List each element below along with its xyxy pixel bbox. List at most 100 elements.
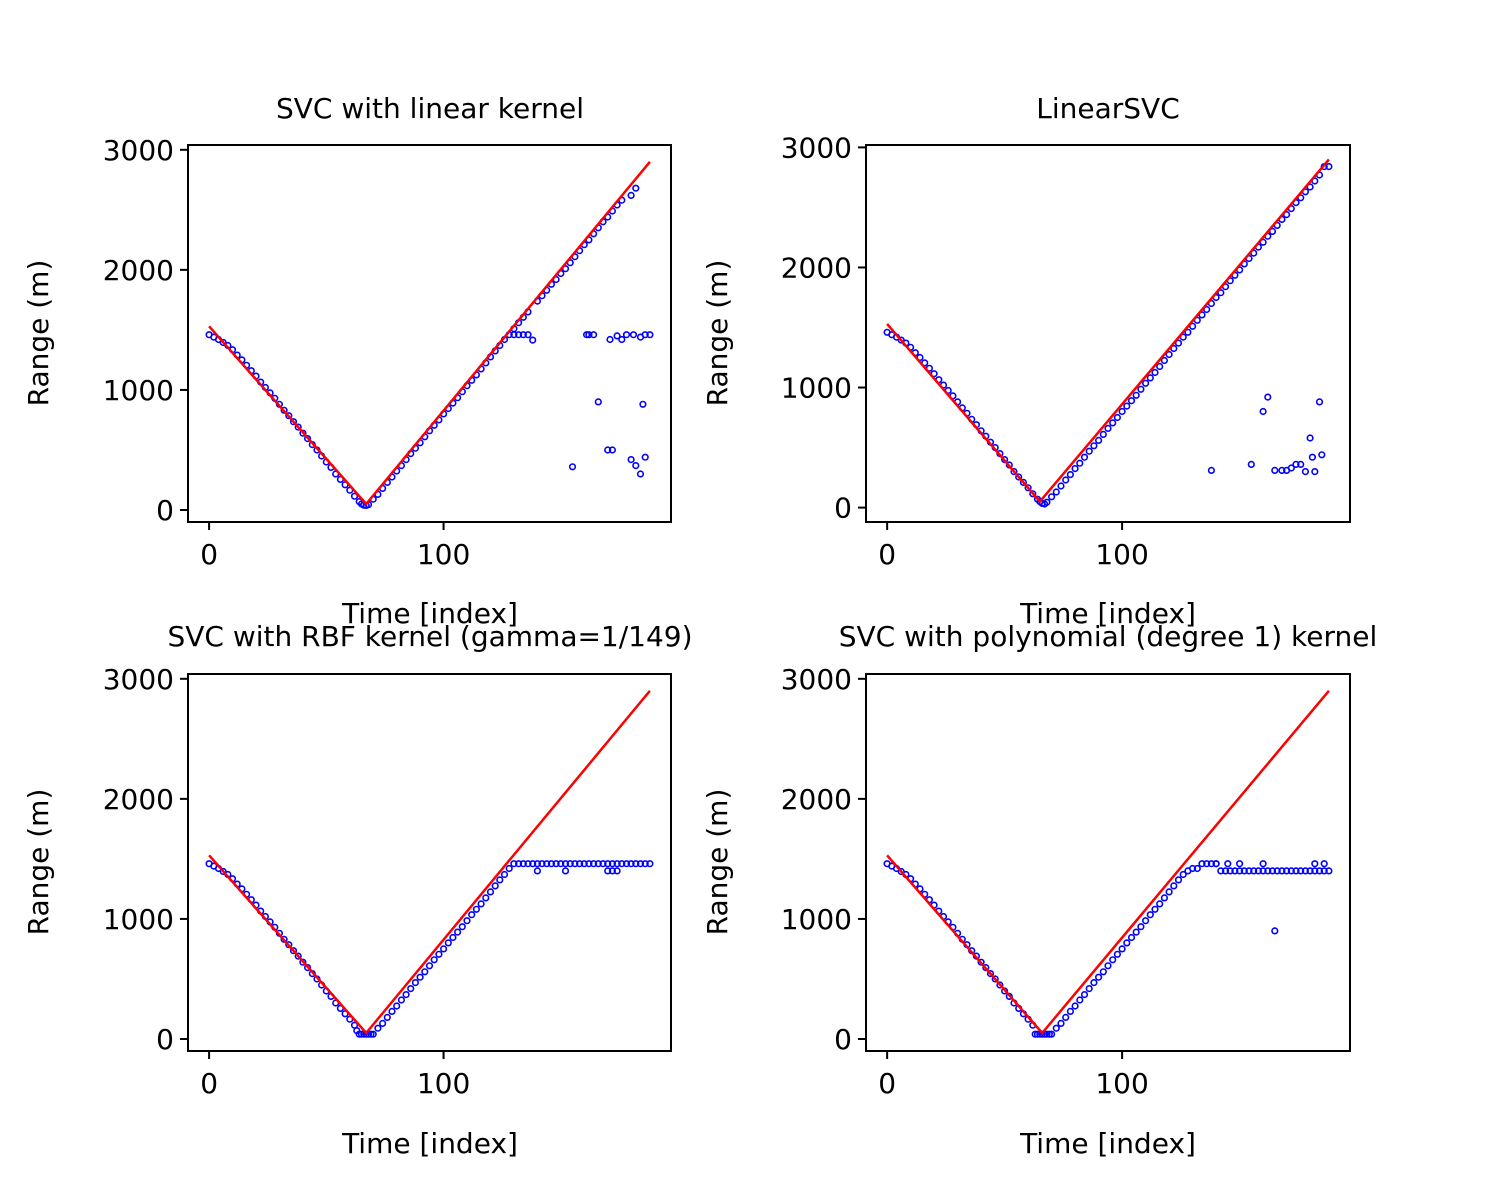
y-tick-label: 2000 <box>781 783 852 816</box>
x-tick-label: 0 <box>878 1067 896 1100</box>
data-point <box>561 867 570 875</box>
data-point <box>604 446 612 454</box>
x-tick-label: 0 <box>200 538 218 571</box>
data-point <box>529 336 537 344</box>
data-point <box>1113 950 1121 958</box>
y-axis-label: Range (m) <box>22 260 55 407</box>
data-point <box>1264 393 1272 401</box>
data-point <box>1287 464 1295 472</box>
data-point <box>1188 864 1197 873</box>
data-point <box>646 860 654 868</box>
y-tick-label: 1000 <box>103 903 174 936</box>
data-point <box>1207 466 1215 475</box>
y-tick-label: 0 <box>834 492 852 525</box>
x-axis-label: Time [index] <box>341 1127 518 1160</box>
data-point <box>1015 473 1023 481</box>
data-point <box>1315 398 1324 406</box>
data-point <box>1301 468 1309 476</box>
data-point <box>622 331 631 339</box>
data-point <box>1245 867 1253 875</box>
data-point <box>627 456 635 464</box>
data-point <box>561 860 570 868</box>
data-point <box>299 958 307 966</box>
data-point <box>1033 1030 1042 1038</box>
data-point <box>1278 466 1286 475</box>
data-point <box>524 860 532 868</box>
data-point <box>1123 402 1131 410</box>
data-point <box>1271 466 1279 475</box>
data-point <box>646 331 654 339</box>
data-point <box>1043 498 1051 506</box>
data-point <box>1127 397 1136 405</box>
data-point <box>575 860 584 868</box>
data-point <box>510 860 518 868</box>
data-point <box>1085 447 1093 455</box>
axes-frame <box>865 673 1351 1052</box>
data-point <box>589 331 598 339</box>
data-point <box>1287 867 1295 875</box>
data-point <box>557 860 565 868</box>
data-point <box>1325 163 1333 171</box>
data-point <box>416 973 424 981</box>
data-point <box>1221 867 1230 875</box>
data-point <box>547 860 556 868</box>
data-point <box>632 462 640 470</box>
data-point <box>552 860 560 868</box>
data-point <box>304 963 312 972</box>
data-point <box>1141 917 1150 925</box>
x-tick-label: 0 <box>878 538 896 571</box>
data-point <box>1029 490 1037 498</box>
data-point <box>618 860 626 868</box>
y-tick-label: 3000 <box>103 134 174 167</box>
data-point <box>383 1013 391 1022</box>
data-point <box>982 963 990 972</box>
data-point <box>529 860 537 868</box>
data-point <box>613 867 621 875</box>
data-point <box>1292 460 1300 469</box>
data-point <box>1151 905 1159 913</box>
data-point <box>1273 867 1281 875</box>
data-point <box>1052 488 1060 496</box>
data-point <box>986 969 995 978</box>
fit-line <box>886 158 1330 504</box>
data-point <box>1080 453 1089 461</box>
data-point <box>1264 867 1272 875</box>
data-point <box>1132 928 1140 936</box>
data-point <box>1297 867 1305 875</box>
data-point <box>1160 894 1168 902</box>
subplot-svc-polynomial: SVC with polynomial (degree 1) kernel Ti… <box>701 620 1377 1160</box>
data-point <box>421 968 429 976</box>
data-point <box>1198 860 1206 868</box>
data-point <box>294 952 302 960</box>
data-point <box>1297 460 1305 469</box>
y-tick-label: 0 <box>156 494 174 527</box>
data-point <box>533 860 542 868</box>
data-point <box>357 1030 366 1038</box>
fit-line <box>208 161 651 506</box>
data-point <box>1160 356 1168 365</box>
data-point <box>468 911 476 919</box>
data-point <box>585 331 593 339</box>
x-axis-label: Time [index] <box>341 597 518 630</box>
data-point <box>608 860 617 868</box>
data-point <box>1104 424 1112 433</box>
data-point <box>440 945 448 953</box>
data-point <box>1301 867 1309 875</box>
data-point <box>374 1024 382 1032</box>
data-point <box>1118 407 1126 416</box>
data-point <box>1066 471 1074 479</box>
data-point <box>1094 436 1103 445</box>
subplot-svc-linear: SVC with linear kernel Time [index] Rang… <box>22 92 672 630</box>
data-point <box>608 867 617 875</box>
data-point <box>505 864 513 873</box>
data-point <box>500 870 509 879</box>
data-point <box>1259 407 1267 416</box>
data-point <box>411 978 420 987</box>
data-point <box>454 928 462 936</box>
data-point <box>355 1030 363 1038</box>
y-tick-label: 0 <box>156 1023 174 1056</box>
data-point <box>1235 860 1244 868</box>
data-point <box>1217 289 1225 297</box>
y-tick-label: 0 <box>834 1023 852 1056</box>
data-point <box>1151 368 1159 377</box>
